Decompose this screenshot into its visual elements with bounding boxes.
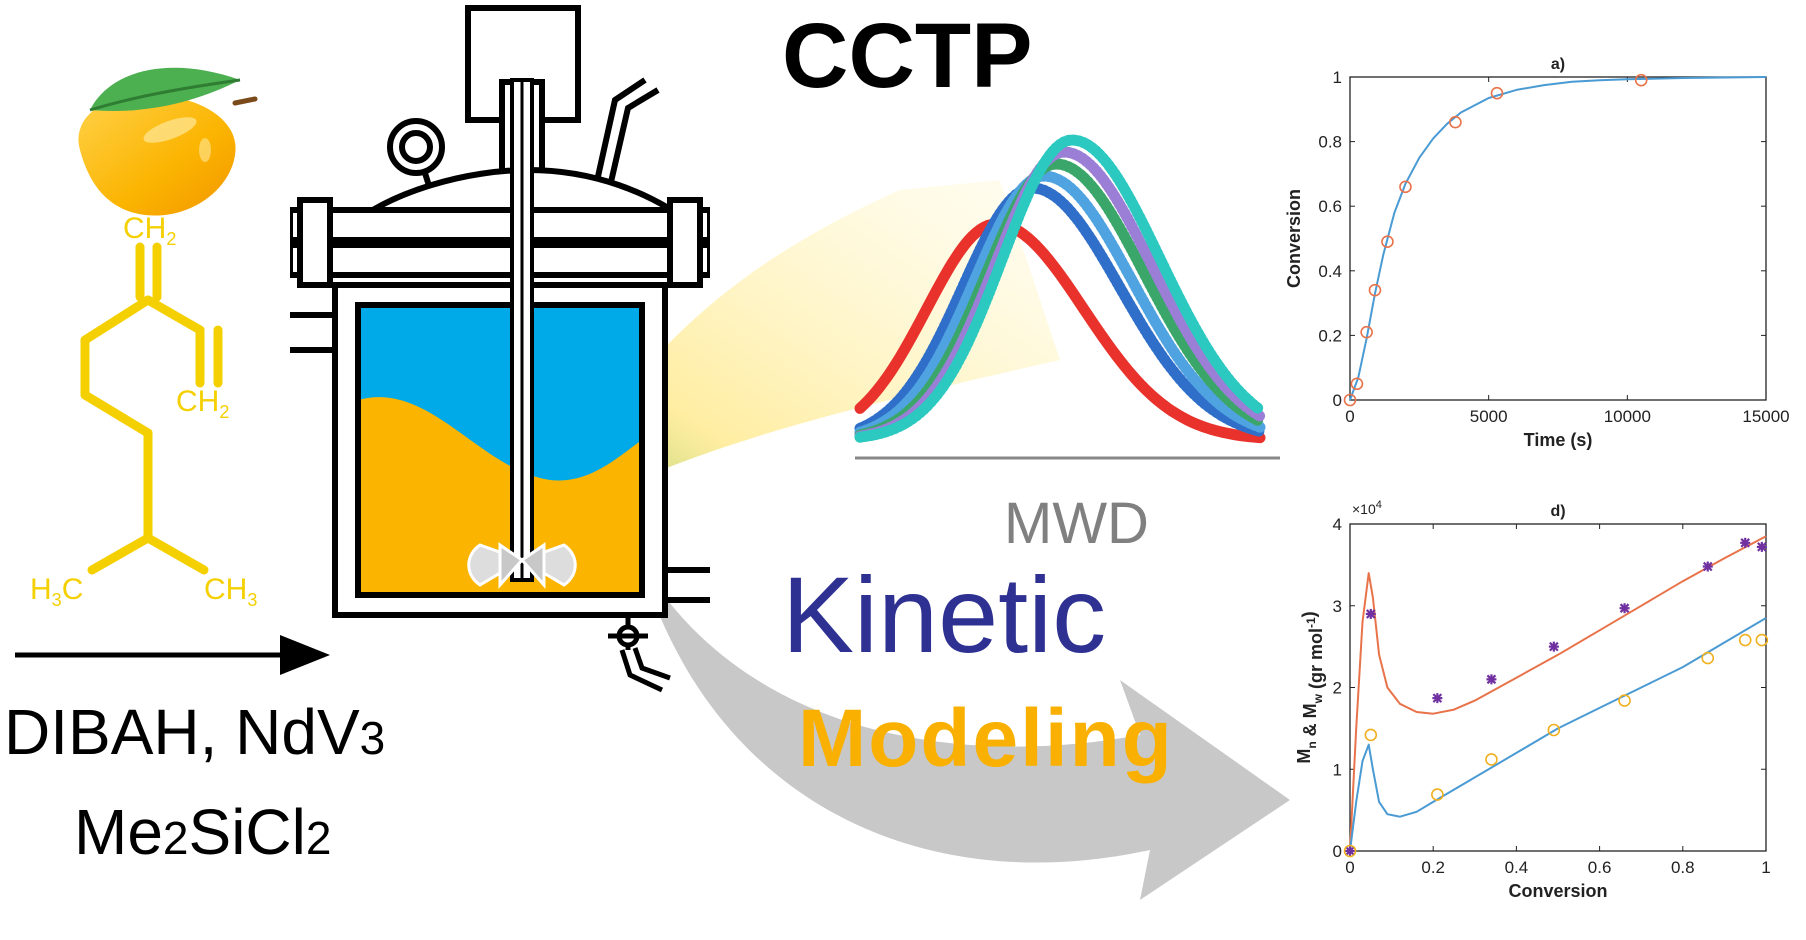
data-point	[1738, 633, 1752, 647]
x-tick-label: 0.8	[1671, 858, 1695, 877]
y-tick-label: 0	[1333, 391, 1342, 410]
data-point	[1399, 180, 1412, 194]
plot-area	[1349, 76, 1767, 401]
reactor-vessel	[290, 5, 710, 693]
chart-a-conversion-vs-time: 0 5000 10000 15000 0 0.2 0.4 0.6 0.8 1 a) Time (s) C…	[1284, 56, 1790, 450]
y-multiplier: ×104	[1352, 499, 1382, 517]
x-tick-label: 1	[1761, 858, 1770, 877]
series-line	[1349, 535, 1767, 852]
chart-title: d)	[1550, 503, 1565, 520]
y-tick-label: 2	[1333, 679, 1342, 698]
data-point	[1740, 537, 1751, 548]
mwd-curve	[854, 170, 1266, 438]
x-tick-label: 5000	[1470, 407, 1508, 426]
data-point	[1431, 788, 1444, 801]
data-point	[1364, 728, 1378, 742]
data-point	[1343, 844, 1357, 858]
y-tick-label: 1	[1333, 68, 1342, 87]
reagents-line-1: DIBAH, NdV3	[4, 696, 386, 768]
ch3-label: CH3	[204, 573, 258, 610]
y-tick-label: 0.6	[1318, 197, 1342, 216]
data-point	[1755, 633, 1769, 647]
h3c-label: H3C	[30, 573, 84, 610]
modeling-label: Modeling	[798, 693, 1174, 784]
myrcene-structure	[80, 242, 223, 575]
data-point	[1449, 115, 1462, 129]
x-tick-label: 15000	[1742, 407, 1789, 426]
mango-icon	[78, 67, 258, 216]
cctp-title: CCTP	[782, 5, 1033, 107]
data-point	[1381, 235, 1394, 249]
x-axis-label: Time (s)	[1524, 430, 1593, 450]
chart-d-molecular-weight-vs-conversion: 0 0.2 0.4 0.6 0.8 1 0 1 2 3 4 d) Conversion Mn & Mw (…	[1294, 499, 1771, 901]
data-point	[1360, 325, 1373, 339]
reaction-arrow	[15, 635, 330, 675]
light-beam	[540, 180, 1060, 530]
data-point	[1345, 846, 1355, 856]
y-tick-label: 0	[1333, 842, 1342, 861]
data-point	[1619, 603, 1630, 614]
flow-arrow	[640, 560, 1290, 900]
reagents-line-2: Me2SiCl2	[74, 796, 332, 868]
data-point	[1490, 86, 1504, 100]
y-tick-label: 0.2	[1318, 326, 1342, 345]
x-tick-label: 0.4	[1505, 858, 1529, 877]
mwd-curve	[854, 134, 1266, 443]
plot-area	[1349, 523, 1767, 852]
data-point	[1350, 377, 1364, 391]
y-axis-label: Mn & Mw (gr mol-1)	[1294, 611, 1326, 763]
data-point	[1618, 694, 1631, 707]
data-point	[1485, 753, 1498, 766]
mwd-label: MWD	[1004, 491, 1149, 556]
data-point	[1702, 561, 1713, 572]
chart-title: a)	[1551, 56, 1565, 73]
data-point	[1365, 608, 1376, 619]
data-point	[1486, 674, 1497, 685]
mwd-curve	[854, 218, 1266, 444]
ch2-mid-label: CH2	[176, 385, 230, 422]
x-tick-label: 0	[1345, 858, 1354, 877]
y-tick-label: 3	[1333, 597, 1342, 616]
data-point	[1701, 651, 1715, 665]
series-line	[1349, 617, 1767, 852]
mwd-curve	[854, 182, 1266, 437]
data-point	[1343, 393, 1357, 407]
data-point	[1756, 541, 1767, 552]
kinetic-label: Kinetic	[782, 554, 1107, 675]
ch2-top-label: CH2	[123, 212, 177, 249]
data-point	[1634, 73, 1648, 87]
x-axis-label: Conversion	[1508, 881, 1607, 901]
x-tick-label: 0.2	[1421, 858, 1445, 877]
data-point	[1548, 641, 1559, 652]
y-axis-label: Conversion	[1284, 189, 1304, 288]
data-point	[1547, 723, 1561, 737]
y-tick-label: 0.8	[1318, 133, 1342, 152]
y-tick-label: 1	[1333, 760, 1342, 779]
series-line	[1349, 76, 1767, 401]
x-tick-label: 0.6	[1588, 858, 1612, 877]
y-tick-label: 0.4	[1318, 262, 1342, 281]
x-tick-label: 0	[1345, 407, 1354, 426]
x-tick-label: 10000	[1604, 407, 1651, 426]
data-point	[1432, 693, 1443, 704]
mwd-chart	[854, 134, 1280, 460]
y-tick-label: 4	[1333, 515, 1342, 534]
data-point	[1368, 283, 1382, 297]
